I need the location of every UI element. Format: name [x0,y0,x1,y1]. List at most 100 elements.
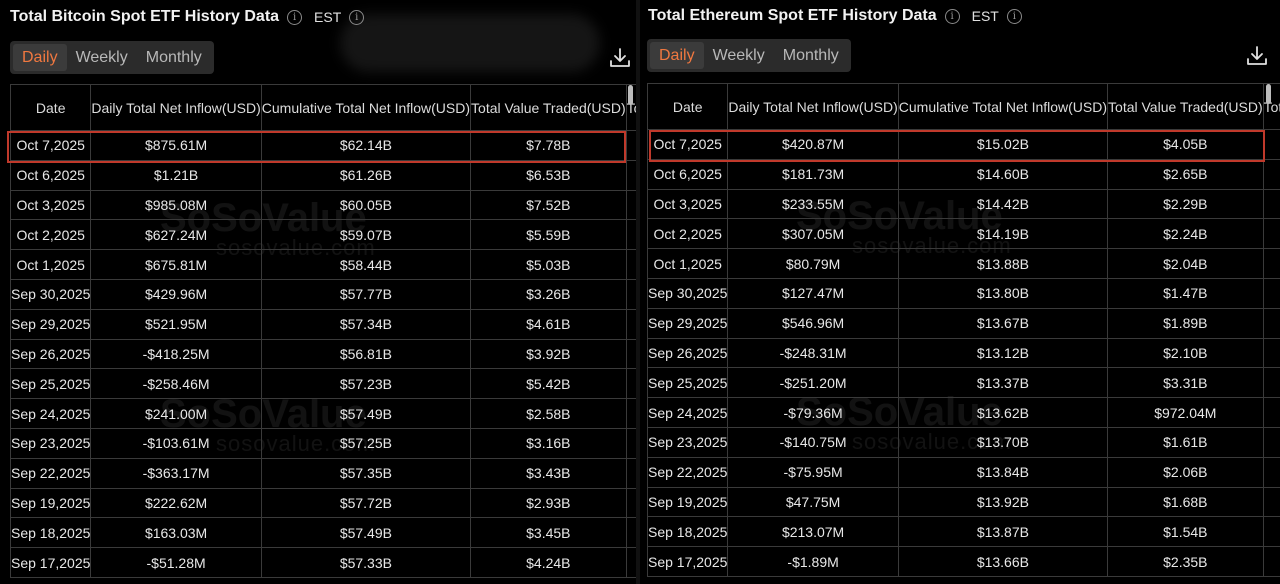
btc-etf-panel: Total Bitcoin Spot ETF History Data i ES… [0,0,636,584]
cumulative-inflow-cell: $13.87B [897,516,1109,548]
tab-daily[interactable]: Daily [650,42,704,69]
value-traded-cell: $3.31B [1107,367,1264,399]
column-header-date[interactable]: Date [9,84,92,131]
table-row: Oct 3,2025$985.08M$60.05B$7.52B$164.50B [9,189,636,221]
eth-panel-title: Total Ethereum Spot ETF History Data [648,7,937,24]
daily-inflow-cell: -$363.17M [90,457,262,489]
daily-inflow-cell: -$79.36M [727,397,899,428]
scrollbar-thumb[interactable] [1266,84,1271,104]
table-row: Oct 6,2025$1.21B$61.26B$6.53B$169.54B [9,159,636,191]
cumulative-inflow-cell: $13.66B [897,546,1109,577]
net-assets-cell: $148.09B [625,457,636,489]
column-header-daily-inflow[interactable]: Daily Total Net Inflow(USD) [727,83,899,130]
table-row: Oct 6,2025$181.73M$14.60B$2.65B$32.03B [646,158,1280,190]
daily-inflow-cell: -$248.31M [727,337,899,369]
column-header-date[interactable]: Date [646,83,729,130]
net-assets-cell: $147.17B [625,427,636,459]
table-row: Sep 29,2025$546.96M$13.67B$1.89B$27.54B [646,307,1280,339]
date-cell: Sep 25,2025 [9,368,92,400]
timezone-info-icon[interactable]: i [349,9,365,25]
tab-weekly[interactable]: Weekly [712,47,765,64]
table-row: Sep 26,2025-$248.31M$13.12B$2.10B$26.01B [646,337,1280,369]
cumulative-inflow-cell: $13.88B [897,248,1109,279]
table-row: Oct 2,2025$627.24M$59.07B$5.59B$161.03B [9,219,636,251]
tab-daily[interactable]: Daily [13,44,67,71]
cumulative-inflow-cell: $57.25B [260,427,472,459]
date-cell: Sep 19,2025 [646,486,729,518]
date-cell: Sep 29,2025 [9,308,92,340]
column-header-cumulative-inflow[interactable]: Cumulative Total Net Inflow(USD) [897,83,1109,130]
eth-timezone: EST [971,8,999,24]
column-header-daily-inflow[interactable]: Daily Total Net Inflow(USD) [90,84,262,131]
net-assets-cell: $169.54B [625,159,636,191]
column-header-value-traded[interactable]: Total Value Traded(USD) [1107,83,1264,130]
download-icon[interactable] [608,46,632,70]
cumulative-inflow-cell: $15.02B [897,129,1109,160]
date-cell: Oct 2,2025 [9,219,92,251]
tab-weekly[interactable]: Weekly [75,49,128,66]
info-icon[interactable]: i [944,8,960,24]
daily-inflow-cell: $241.00M [90,398,262,429]
download-icon[interactable] [1245,44,1269,68]
daily-inflow-cell: $80.79M [727,248,899,279]
value-traded-cell: $1.54B [1107,516,1264,548]
net-assets-cell: $29.64B [1262,486,1280,518]
date-cell: Sep 26,2025 [646,337,729,369]
table-row: Sep 22,2025-$363.17M$57.35B$3.43B$148.09… [9,457,636,489]
value-traded-cell: $4.05B [1107,129,1264,160]
date-cell: Sep 19,2025 [9,487,92,519]
table-row: Sep 19,2025$47.75M$13.92B$1.68B$29.64B [646,486,1280,518]
scrollbar-thumb[interactable] [628,85,633,105]
info-icon[interactable]: i [287,9,303,25]
daily-inflow-cell: $521.95M [90,308,262,340]
value-traded-cell: $2.35B [1107,546,1264,577]
table-row: Sep 17,2025-$1.89M$13.66B$2.35B$29.72B [646,546,1280,577]
date-cell: Oct 1,2025 [9,249,92,280]
table-row: Sep 26,2025-$418.25M$56.81B$3.92B$143.56… [9,338,636,370]
net-assets-cell: $155.89B [625,249,636,280]
net-assets-cell: $149.74B [625,398,636,429]
timezone-info-icon[interactable]: i [1006,8,1022,24]
table-row: Oct 1,2025$80.79M$13.88B$2.04B$28.73B [646,248,1280,279]
value-traded-cell: $3.45B [470,517,627,549]
daily-inflow-cell: $429.96M [90,278,262,310]
cumulative-inflow-cell: $14.42B [897,188,1109,220]
eth-period-tabs: Daily Weekly Monthly [647,39,851,72]
value-traded-cell: $2.06B [1107,456,1264,488]
net-assets-cell: $155.05B [625,517,636,549]
net-assets-cell: $152.45B [625,547,636,578]
date-cell: Oct 3,2025 [646,188,729,220]
daily-inflow-cell: $546.96M [727,307,899,339]
date-cell: Oct 6,2025 [646,158,729,190]
value-traded-cell: $2.93B [470,487,627,519]
daily-inflow-cell: -$1.89M [727,546,899,577]
cumulative-inflow-cell: $57.49B [260,398,472,429]
eth-etf-panel: Total Ethereum Spot ETF History Data i E… [640,0,1280,584]
cumulative-inflow-cell: $57.33B [260,547,472,578]
table-row: Oct 3,2025$233.55M$14.42B$2.29B$30.57B [646,188,1280,220]
table-row: Oct 2,2025$307.05M$14.19B$2.24B$30.19B [646,218,1280,250]
cumulative-inflow-cell: $56.81B [260,338,472,370]
net-assets-cell: $25.59B [1262,367,1280,399]
date-cell: Sep 24,2025 [646,397,729,428]
net-assets-cell: $30.54B [1262,516,1280,548]
value-traded-cell: $972.04M [1107,397,1264,428]
cumulative-inflow-cell: $13.67B [897,307,1109,339]
net-assets-cell: $152.31B [625,487,636,519]
column-header-value-traded[interactable]: Total Value Traded(USD) [470,84,627,131]
cumulative-inflow-cell: $57.34B [260,308,472,340]
eth-title-row: Total Ethereum Spot ETF History Data i E… [648,5,1022,27]
table-header-row: Date Daily Total Net Inflow(USD) Cumulat… [646,83,1280,130]
column-header-cumulative-inflow[interactable]: Cumulative Total Net Inflow(USD) [260,84,472,131]
tab-monthly[interactable]: Monthly [145,49,202,66]
daily-inflow-cell: $875.61M [90,130,262,161]
tab-monthly[interactable]: Monthly [782,47,839,64]
value-traded-cell: $2.24B [1107,218,1264,250]
daily-inflow-cell: -$51.28M [90,547,262,578]
table-row: Sep 18,2025$213.07M$13.87B$1.54B$30.54B [646,516,1280,548]
cumulative-inflow-cell: $59.07B [260,219,472,251]
daily-inflow-cell: -$103.61M [90,427,262,459]
date-cell: Oct 7,2025 [9,130,92,161]
value-traded-cell: $4.61B [470,308,627,340]
value-traded-cell: $2.58B [470,398,627,429]
